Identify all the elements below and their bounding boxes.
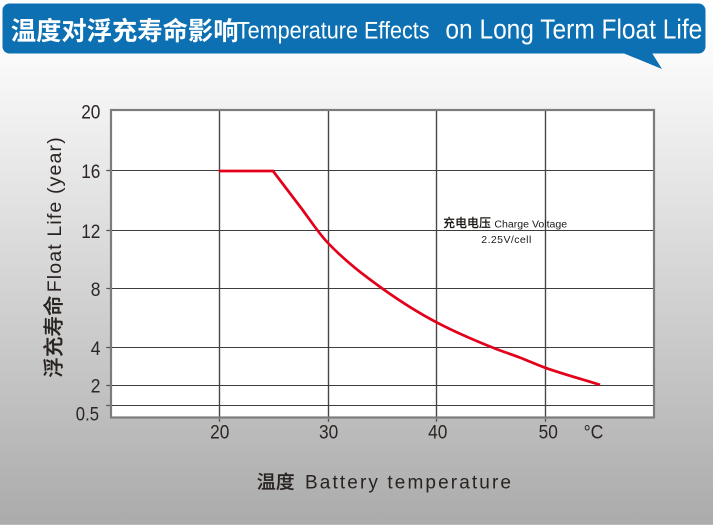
svg-text:Battery temperature: Battery temperature <box>305 473 511 494</box>
svg-text:0.5: 0.5 <box>76 403 99 425</box>
svg-text:Float Life (year): Float Life (year) <box>44 137 66 292</box>
svg-text:2.25V/cell: 2.25V/cell <box>481 234 531 246</box>
svg-text:4: 4 <box>91 338 101 360</box>
svg-text:16: 16 <box>81 161 100 183</box>
svg-text:Temperature Effects: Temperature Effects <box>237 18 430 45</box>
svg-text:40: 40 <box>428 422 447 444</box>
svg-text:8: 8 <box>91 279 101 301</box>
svg-text:2: 2 <box>91 375 101 397</box>
svg-text:on Long Term Float Life: on Long Term Float Life <box>445 14 702 45</box>
svg-text:Charge Voltage: Charge Voltage <box>494 219 567 230</box>
svg-text:12: 12 <box>81 221 100 243</box>
svg-text:20: 20 <box>81 102 100 124</box>
svg-text:20: 20 <box>210 422 229 444</box>
svg-text:30: 30 <box>319 422 338 444</box>
svg-text:50: 50 <box>539 422 558 444</box>
svg-text:°C: °C <box>584 422 604 444</box>
